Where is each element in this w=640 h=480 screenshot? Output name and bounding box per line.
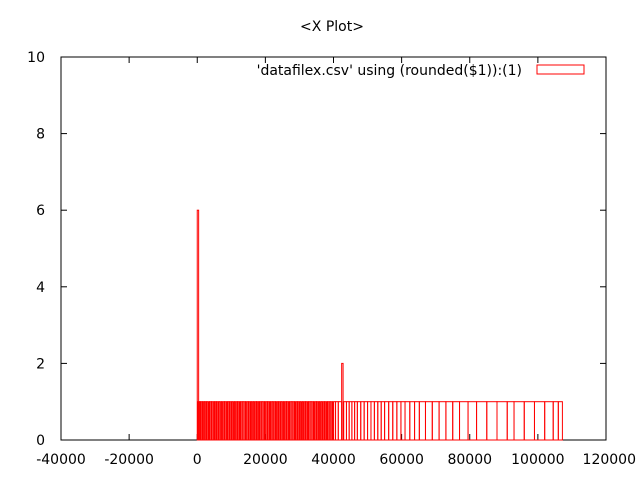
histogram-box [388,401,394,441]
chart-title: <X Plot> [300,19,364,35]
histogram-box [557,401,563,441]
histogram-box [418,401,426,441]
histogram-box [544,401,554,441]
y-tick-label: 4 [36,280,45,296]
x-tick-label: 0 [193,452,202,468]
histogram-box [384,401,390,441]
histogram-box [370,401,375,441]
histogram-box [337,401,343,441]
histogram-box [424,401,433,441]
histogram-box [459,401,469,441]
y-tick-label: 0 [36,433,45,449]
histogram-box [431,401,440,441]
y-axis: 0 2 4 6 8 10 [27,50,606,449]
plot-area [60,56,607,441]
histogram-box [486,401,498,441]
x-tick-label: 60000 [379,452,424,468]
histogram-box [367,401,372,441]
legend: 'datafilex.csv' using (rounded($1)):(1) [257,63,585,79]
histogram-box [552,401,559,441]
x-tick-label: -40000 [36,452,86,468]
y-tick-label: 6 [36,203,45,219]
histogram-box [377,401,382,441]
histogram-box [496,401,508,441]
plot-border [60,56,607,441]
histogram-box [392,401,398,441]
legend-entry-label: 'datafilex.csv' using (rounded($1)):(1) [257,63,522,79]
histogram-box [363,401,369,441]
histogram-box [341,362,344,441]
x-tick-label: 20000 [243,452,288,468]
histogram-box [523,401,535,441]
y-tick-label: 10 [27,50,45,66]
histogram-box [438,401,447,441]
histogram-box [380,401,386,441]
histogram-box [445,401,454,441]
histogram-box [409,401,416,441]
x-tick-label: 40000 [311,452,356,468]
legend-swatch [536,64,585,75]
y-tick-label: 2 [36,356,45,372]
histogram-box [452,401,461,441]
x-tick-label: -20000 [104,452,154,468]
histogram-box [414,401,420,441]
series-boxes [196,209,563,441]
histogram-box [396,401,402,441]
x-tick-label: 80000 [447,452,492,468]
histogram-box [476,401,488,441]
histogram-box [506,401,515,441]
histogram-box [356,401,362,441]
histogram-box [360,401,365,441]
histogram-box [513,401,525,441]
x-axis: -40000 -20000 0 20000 40000 60000 80000 100000 1… [36,57,636,468]
histogram-box [533,401,546,441]
histogram-box [404,401,411,441]
x-tick-label: 100000 [511,452,564,468]
histogram-box [373,401,379,441]
x-tick-label: 120000 [583,452,636,468]
y-tick-label: 8 [36,127,45,143]
